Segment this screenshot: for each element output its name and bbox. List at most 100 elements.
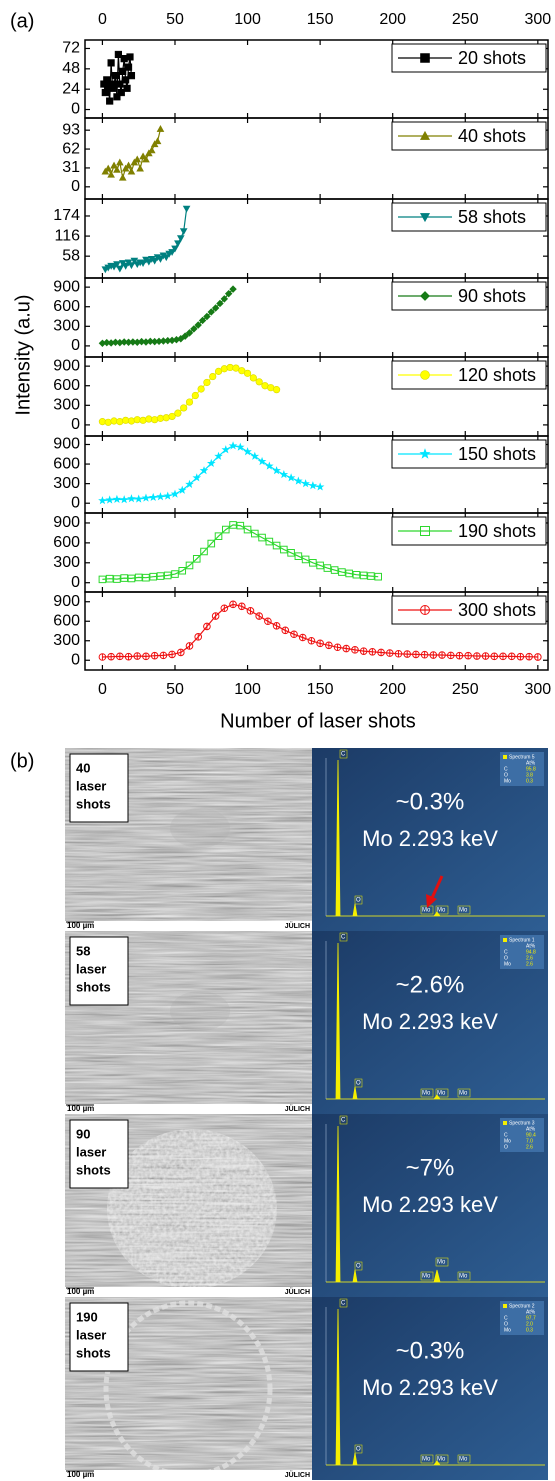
data-point	[117, 159, 124, 165]
data-point	[143, 494, 150, 501]
peak-label: O	[356, 898, 361, 904]
y-tick-label: 600	[53, 534, 80, 551]
y-tick-label: 174	[53, 207, 80, 224]
x-tick-label: 250	[452, 681, 479, 698]
sem-footer	[65, 1470, 312, 1480]
data-point	[244, 370, 251, 377]
legend-label: 90 shots	[458, 286, 526, 306]
x-tick-label: 0	[98, 681, 107, 698]
laser-spot-faint	[170, 991, 230, 1031]
sample-label: shots	[76, 1162, 111, 1177]
data-point	[127, 54, 134, 61]
peak-label: Mo	[459, 1091, 468, 1097]
peak-label: Mo	[437, 1260, 446, 1266]
x-tick-label: 150	[307, 681, 334, 698]
element-at: 0.3	[526, 1327, 533, 1333]
data-point	[164, 492, 171, 499]
data-point	[119, 174, 126, 180]
sample-label: laser	[76, 1144, 106, 1159]
y-tick-label: 600	[53, 455, 80, 472]
sem-footer	[65, 921, 312, 931]
peak-label: O	[356, 1447, 361, 1453]
peak-label: C	[341, 1118, 346, 1124]
peak-label: C	[341, 935, 346, 941]
spectrum-swatch	[503, 1121, 507, 1125]
data-point	[125, 64, 132, 71]
y-tick-label: 300	[53, 554, 80, 571]
y-tick-label: 900	[53, 436, 80, 453]
x-tick-label: 50	[166, 681, 184, 698]
x-tick-label: 100	[234, 681, 261, 698]
element: Mo	[504, 778, 511, 784]
data-point	[99, 497, 106, 504]
data-point	[309, 482, 316, 489]
sem-eds-row: 40lasershots100 µmJÜLICHCOMoMoMo~0.3%Mo …	[65, 748, 548, 931]
data-point	[128, 72, 135, 79]
element: Mo	[504, 961, 511, 967]
legend-label: 20 shots	[458, 48, 526, 68]
peak-label: Mo	[422, 1457, 431, 1463]
y-tick-label: 24	[62, 80, 80, 97]
y-tick-label: 900	[53, 357, 80, 374]
x-tick-label: 200	[379, 681, 406, 698]
y-tick-label: 300	[53, 318, 80, 335]
x-tick-label-top: 100	[234, 11, 261, 28]
data-point	[135, 495, 142, 502]
y-axis-title: Intensity (a.u)	[12, 294, 34, 415]
y-tick-label: 900	[53, 514, 80, 531]
legend-label: 120 shots	[458, 365, 536, 385]
y-tick-label: 31	[62, 159, 80, 176]
element-at: 2.6	[526, 1144, 533, 1150]
y-tick-label: 900	[53, 278, 80, 295]
data-point	[317, 483, 324, 490]
y-tick-label: 300	[53, 475, 80, 492]
peak-label: O	[356, 1081, 361, 1087]
series-line	[102, 525, 378, 580]
element: Mo	[504, 1327, 511, 1333]
data-point	[288, 474, 295, 481]
y-tick-label: 62	[62, 140, 80, 157]
peak-label: Mo	[437, 908, 446, 914]
logo: JÜLICH	[285, 921, 310, 930]
data-point	[212, 613, 219, 620]
x-tick-label-top: 300	[524, 11, 551, 28]
data-point	[124, 85, 131, 92]
sample-label: shots	[76, 1345, 111, 1360]
data-point	[302, 480, 309, 487]
data-point	[106, 98, 113, 105]
x-tick-label-top: 0	[98, 11, 107, 28]
peak-label: Mo	[422, 908, 431, 914]
data-point	[157, 126, 164, 132]
panel-label: (b)	[10, 750, 34, 772]
data-point	[250, 375, 257, 382]
element: O	[504, 1144, 508, 1150]
peak-label: Mo	[459, 1457, 468, 1463]
series-line	[102, 289, 233, 343]
data-point	[102, 89, 109, 96]
y-tick-label: 0	[71, 178, 80, 195]
data-point	[186, 399, 193, 406]
data-point	[172, 490, 179, 497]
data-point	[256, 379, 263, 386]
laser-spot-faint	[170, 808, 230, 848]
x-tick-label-top: 150	[307, 11, 334, 28]
data-point	[204, 623, 211, 630]
y-tick-label: 0	[71, 101, 80, 118]
data-point	[150, 494, 157, 501]
page: {"panel_a": {"label": "(a)", "xlabel": "…	[0, 0, 555, 1481]
sample-label: shots	[76, 796, 111, 811]
y-tick-label: 0	[71, 337, 80, 354]
logo: JÜLICH	[285, 1470, 310, 1479]
spectrum-swatch	[503, 1304, 507, 1308]
sample-label: 190	[76, 1309, 98, 1324]
data-point	[198, 386, 205, 393]
sample-label: 40	[76, 760, 90, 775]
data-point	[308, 637, 315, 644]
data-point	[113, 496, 120, 503]
data-point	[221, 605, 228, 612]
legend-label: 150 shots	[458, 444, 536, 464]
y-tick-label: 72	[62, 40, 80, 57]
y-tick-label: 0	[71, 651, 80, 668]
